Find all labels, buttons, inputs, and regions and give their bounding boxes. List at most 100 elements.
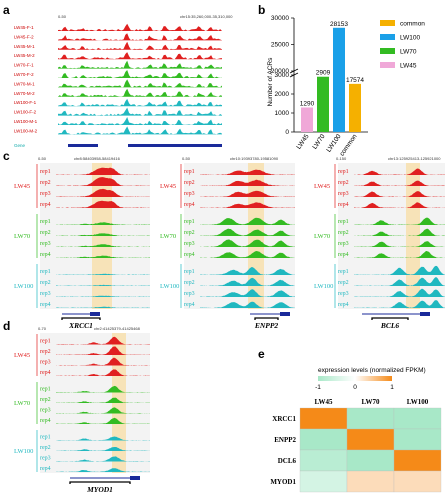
signal-track xyxy=(200,289,295,297)
rep-label: rep1 xyxy=(40,219,51,225)
signal-track xyxy=(58,70,222,78)
panel-a-gene-label: Gene xyxy=(14,143,26,148)
gene-exon xyxy=(90,312,100,316)
heatmap-row-label: MYOD1 xyxy=(270,478,296,486)
signal-track xyxy=(200,179,295,186)
group-label: LW100 xyxy=(160,283,179,290)
signal-track xyxy=(58,23,222,31)
track-label: LW45-M-1 xyxy=(14,44,35,49)
signal-track xyxy=(56,177,150,186)
gene-bracket xyxy=(254,317,279,320)
signal-track xyxy=(354,241,445,247)
rep-label: rep3 xyxy=(184,241,195,247)
bar-value-label: 17574 xyxy=(346,77,364,84)
signal-track xyxy=(200,202,295,208)
rep-label: rep3 xyxy=(338,291,349,297)
rep-label: rep2 xyxy=(338,180,349,186)
gene-exon xyxy=(130,476,140,480)
track-label: LW100-M-1 xyxy=(14,119,38,124)
signal-track xyxy=(58,52,222,60)
rep-label: rep3 xyxy=(184,191,195,197)
heatmap-row-label: ENPP2 xyxy=(274,436,296,444)
panel-label-d: d xyxy=(3,319,10,333)
group-label: LW45 xyxy=(314,183,330,190)
signal-track xyxy=(354,277,445,286)
signal-track xyxy=(56,468,150,472)
signal-track xyxy=(56,447,150,451)
rep-label: rep3 xyxy=(40,241,51,247)
rep-label: rep3 xyxy=(40,360,51,366)
rep-label: rep4 xyxy=(184,252,195,258)
heatmap-cell xyxy=(346,428,395,451)
track-coord: chr8:58403958-58419416 xyxy=(74,156,121,161)
panel-label-b: b xyxy=(258,3,265,17)
heatmap-cell xyxy=(393,407,442,430)
heatmap-title: expression levels (normalized FPKM) xyxy=(318,367,426,374)
track-label: LW100-F-1 xyxy=(14,100,37,105)
signal-track xyxy=(58,33,222,41)
y-tick-label: 20000 xyxy=(271,68,289,75)
gene-exon xyxy=(420,312,430,316)
rep-label: rep3 xyxy=(338,241,349,247)
legend-swatch xyxy=(380,20,395,26)
rep-label: rep3 xyxy=(40,291,51,297)
signal-track xyxy=(56,295,150,297)
rep-label: rep1 xyxy=(338,169,349,175)
rep-label: rep1 xyxy=(40,339,51,345)
signal-track xyxy=(58,88,222,97)
track-block-xrcc1: 0-50 chr8:58403958-58419416 LW45 rep1 rep2 re… xyxy=(14,156,150,330)
rep-label: rep4 xyxy=(338,202,349,208)
x-tick-label: LW70 xyxy=(311,133,326,151)
panel-a-coord: chr15:35,260,000-35,310,000 xyxy=(180,14,233,19)
signal-track xyxy=(354,191,445,197)
signal-track xyxy=(200,277,295,286)
rep-label: rep2 xyxy=(184,230,195,236)
y-tick-label: 1000 xyxy=(275,110,290,117)
rep-label: rep4 xyxy=(184,202,195,208)
gene-name: XRCC1 xyxy=(68,321,93,330)
bar xyxy=(301,107,313,132)
signal-track xyxy=(354,217,445,225)
signal-track xyxy=(354,202,445,208)
signal-track xyxy=(58,79,222,88)
rep-label: rep4 xyxy=(40,418,51,424)
track-block-enpp2: 0-50 chr10:19393780-19581090 LW45 rep1 rep2 r… xyxy=(160,156,295,330)
signal-track xyxy=(200,217,295,225)
panel-label-c: c xyxy=(3,149,10,163)
rep-label: rep3 xyxy=(184,291,195,297)
rep-label: rep3 xyxy=(40,456,51,462)
y-tick-label: 0 xyxy=(285,129,289,136)
legend-label: LW45 xyxy=(400,63,417,70)
track-coord: chr2:41425379-41425468 xyxy=(94,326,141,331)
rep-label: rep2 xyxy=(184,280,195,286)
signal-track xyxy=(200,301,295,308)
heatmap-cell xyxy=(299,428,348,451)
heatmap-cell xyxy=(299,470,348,493)
y-tick-label: 2000 xyxy=(275,91,290,98)
group-label: LW45 xyxy=(160,183,176,190)
signal-track xyxy=(56,188,150,197)
rep-label: rep1 xyxy=(338,269,349,275)
group-label: LW70 xyxy=(14,400,30,407)
signal-track xyxy=(200,267,295,275)
rep-label: rep1 xyxy=(40,387,51,393)
rep-label: rep2 xyxy=(338,280,349,286)
signal-track xyxy=(354,300,445,308)
signal-track xyxy=(56,244,150,247)
rep-label: rep1 xyxy=(184,219,195,225)
track-scale: 0-50 xyxy=(182,156,191,161)
rep-label: rep1 xyxy=(40,269,51,275)
gene-name: BCL6 xyxy=(380,321,400,330)
track-label: LW70-M-2 xyxy=(14,91,35,96)
rep-label: rep4 xyxy=(40,370,51,376)
rep-label: rep1 xyxy=(184,269,195,275)
rep-label: rep2 xyxy=(40,445,51,451)
group-label: LW100 xyxy=(14,283,33,290)
track-label: LW100-M-2 xyxy=(14,128,38,133)
bar xyxy=(349,83,361,132)
panel-a-tracks: 0-50 chr15:35,260,000-35,310,000 LW45-F-… xyxy=(14,14,233,148)
rep-label: rep4 xyxy=(338,252,349,258)
track-label: LW70-F-1 xyxy=(14,63,34,68)
rep-label: rep2 xyxy=(40,180,51,186)
